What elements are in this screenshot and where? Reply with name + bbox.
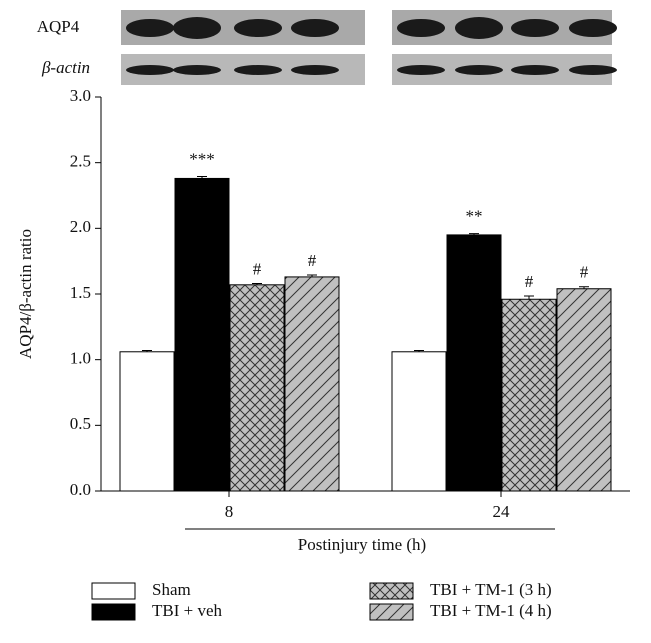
blot-band (173, 65, 221, 75)
bar (446, 234, 502, 492)
error-bar (524, 295, 534, 300)
error-bar (414, 349, 424, 352)
error-bar (197, 175, 207, 179)
bar (229, 284, 285, 492)
y-tick-label: 2.0 (70, 217, 91, 236)
bar (119, 351, 175, 492)
blot-band (291, 19, 339, 37)
legend-swatch (369, 582, 414, 600)
significance-label: *** (189, 149, 215, 168)
blot-band (569, 65, 617, 75)
significance-label: ** (466, 206, 483, 225)
legend-label: TBI + TM-1 (3 h) (430, 580, 552, 599)
significance-label: # (253, 259, 262, 278)
blot-band (234, 65, 282, 75)
blot-band (126, 19, 174, 37)
legend-swatch (91, 582, 136, 600)
error-bar (307, 274, 317, 277)
bar (391, 351, 447, 492)
blot-band (173, 17, 221, 39)
significance-label: # (525, 272, 534, 291)
y-tick-label: 0.5 (70, 414, 91, 433)
x-tick-label: 24 (493, 502, 511, 521)
bar (556, 288, 612, 492)
y-tick-label: 1.5 (70, 283, 91, 302)
y-tick-label: 0.0 (70, 480, 91, 499)
y-tick-label: 3.0 (70, 86, 91, 105)
western-blots (121, 10, 617, 85)
bar (501, 298, 557, 492)
legend-swatch (91, 603, 136, 621)
significance-label: # (580, 263, 589, 282)
bar (174, 177, 230, 492)
x-tick-label: 8 (225, 502, 234, 521)
legend-label: TBI + veh (152, 601, 223, 620)
blot-band (455, 65, 503, 75)
error-bar (142, 349, 152, 352)
blot-band (511, 65, 559, 75)
blot-label: β-actin (41, 58, 90, 77)
bar (284, 276, 340, 492)
blot-band (397, 65, 445, 75)
y-tick-label: 1.0 (70, 349, 91, 368)
legend-label: TBI + TM-1 (4 h) (430, 601, 552, 620)
blot-label: AQP4 (37, 17, 80, 36)
legend-swatch (369, 603, 414, 621)
blot-band (569, 19, 617, 37)
error-bar (469, 233, 479, 235)
x-axis-label: Postinjury time (h) (298, 535, 426, 554)
blot-band (511, 19, 559, 37)
error-bar (579, 286, 589, 289)
y-axis-label: AQP4/β-actin ratio (16, 229, 35, 359)
legend-label: Sham (152, 580, 191, 599)
blot-band (455, 17, 503, 39)
error-bar (252, 282, 262, 285)
blot-band (397, 19, 445, 37)
blot-band (234, 19, 282, 37)
significance-label: # (308, 251, 317, 270)
blot-band (291, 65, 339, 75)
y-tick-label: 2.5 (70, 152, 91, 171)
blot-band (126, 65, 174, 75)
